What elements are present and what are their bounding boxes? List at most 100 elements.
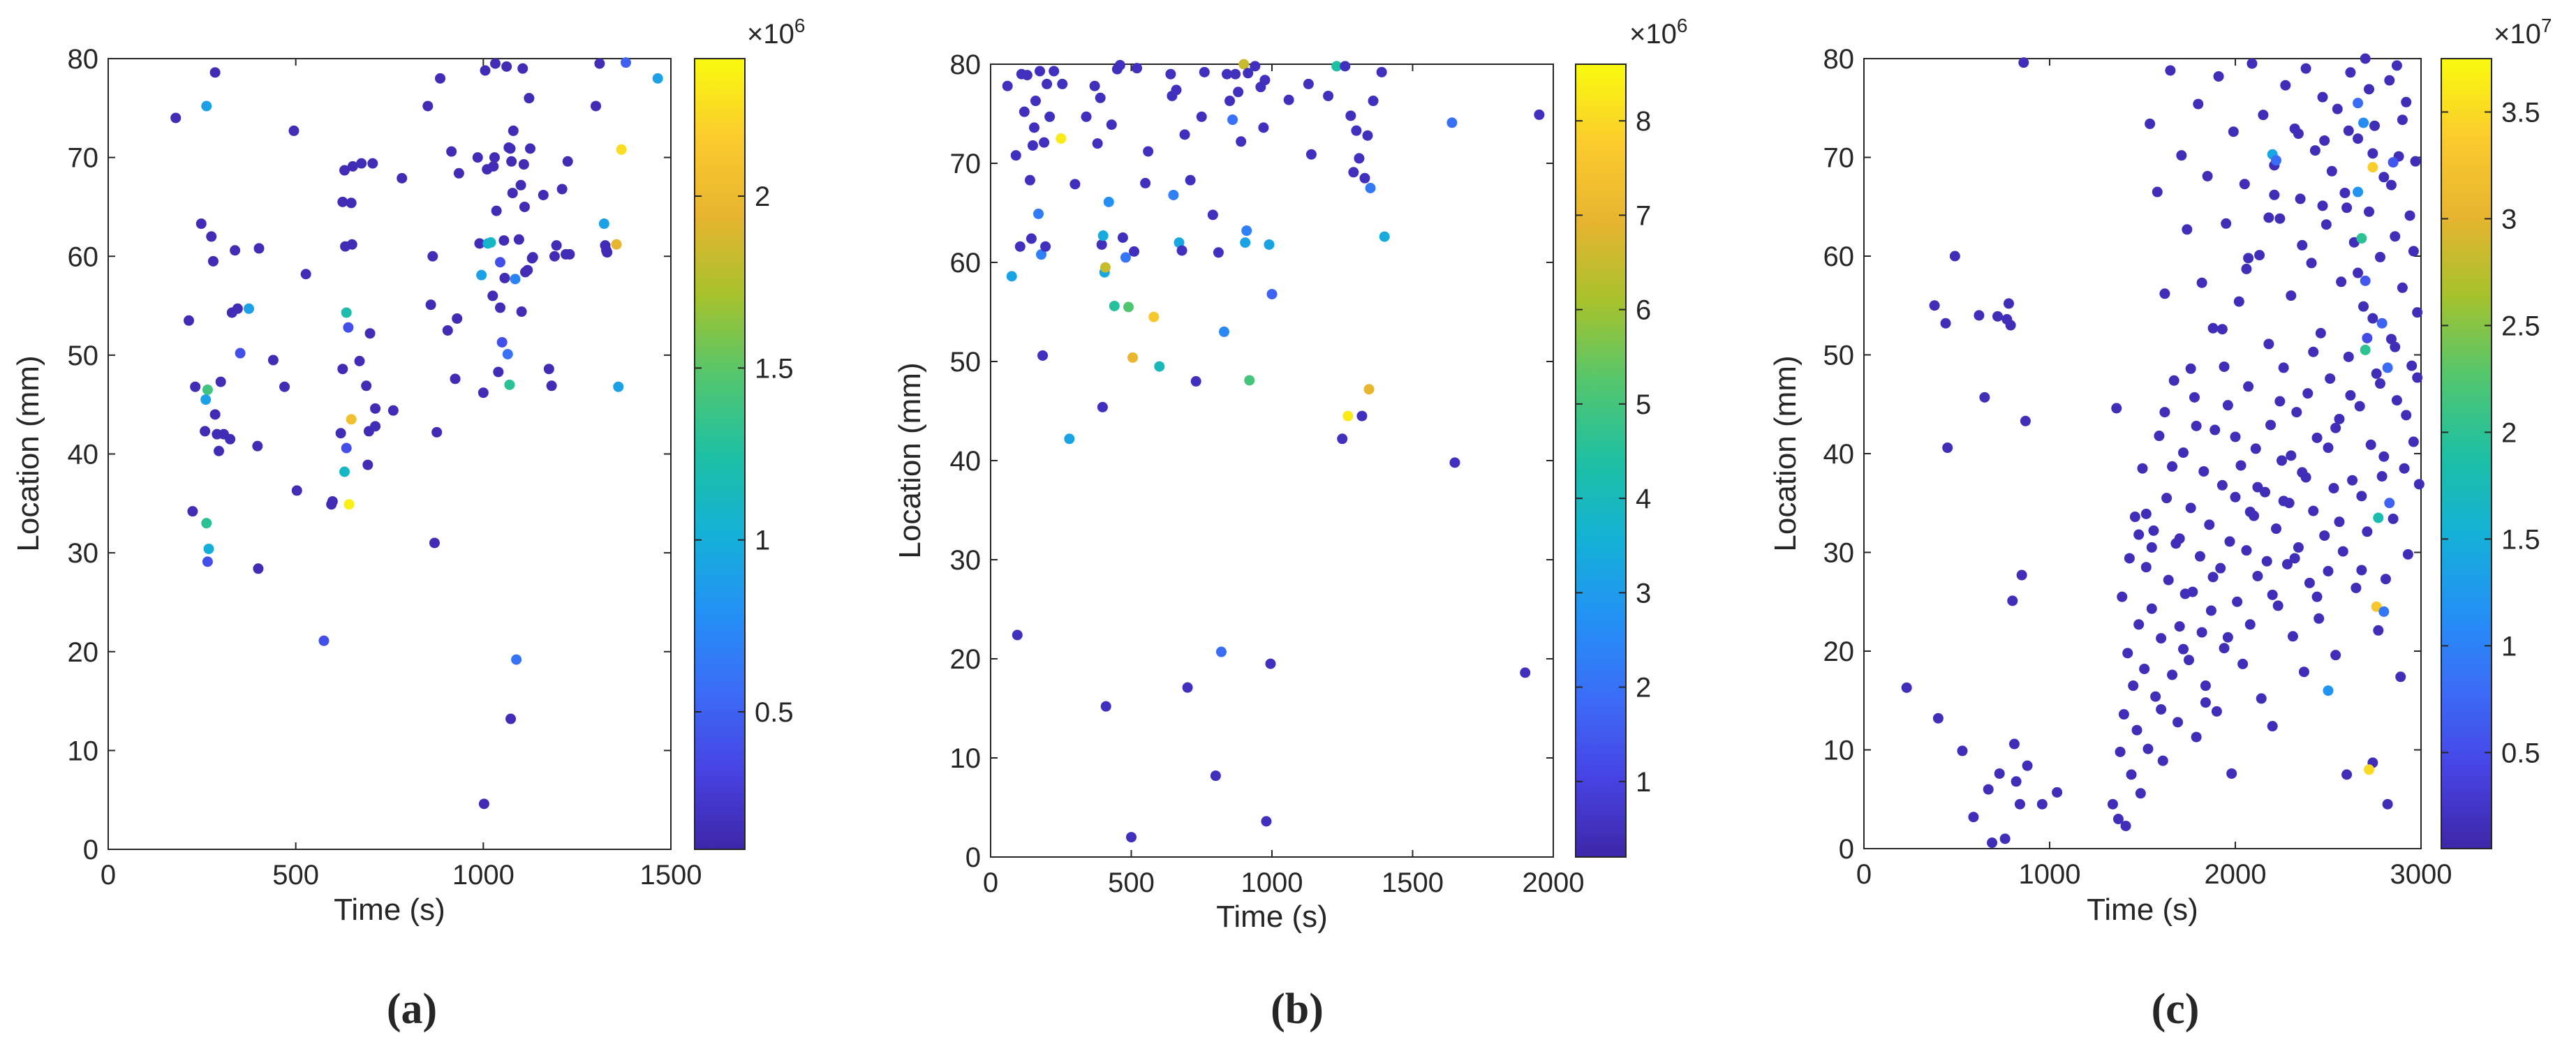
scatter-point — [1227, 114, 1238, 126]
y-axis-a: 0 10 20 30 40 50 60 70 80 — [68, 44, 671, 865]
scatter-point — [1033, 208, 1044, 219]
scatter-point — [538, 189, 549, 200]
scatter-point — [2189, 392, 2200, 403]
scatter-point — [1100, 262, 1111, 273]
panel-b: 0 500 1000 1500 2000 0 10 20 30 40 50 60 70 80 Time … — [893, 15, 1687, 1033]
scatter-point — [562, 156, 573, 167]
scatter-point — [2356, 491, 2367, 502]
colorbar-c — [2441, 58, 2492, 849]
scatter-point — [517, 63, 528, 74]
scatter-point — [2018, 57, 2029, 68]
scatter-point — [2129, 512, 2140, 523]
scatter-point — [341, 307, 352, 318]
scatter-point — [2146, 542, 2157, 553]
scatter-point — [2213, 70, 2224, 82]
y-tick-label: 50 — [68, 341, 99, 371]
scatter-point — [2122, 648, 2133, 659]
scatter-point — [1987, 837, 1998, 849]
scatter-point — [2334, 413, 2345, 424]
scatter-point — [318, 635, 330, 646]
scatter-point — [2140, 508, 2152, 519]
scatter-point — [476, 269, 487, 281]
scatter-point — [1028, 122, 1039, 133]
scatter-point — [1244, 375, 1255, 386]
scatter-point — [2216, 324, 2228, 335]
colorbar-tick-label: 4 — [1636, 484, 1651, 514]
scatter-point — [1103, 196, 1114, 207]
scatter-point — [2209, 424, 2221, 435]
scatter-point — [2358, 301, 2369, 312]
scatter-point — [2124, 553, 2135, 564]
scatter-point — [1331, 61, 1342, 72]
scatter-point — [339, 466, 350, 477]
scatter-point — [2330, 650, 2341, 661]
scatter-point — [1117, 232, 1128, 243]
scatter-point — [1123, 301, 1134, 313]
y-tick-label: 0 — [83, 835, 98, 865]
scatter-point — [2241, 263, 2252, 274]
scatter-point — [2133, 619, 2145, 630]
scatter-point — [343, 499, 355, 510]
scatter-point — [2145, 118, 2156, 129]
scatter-point — [2356, 233, 2367, 244]
scatter-point — [2185, 502, 2196, 514]
scatter-point — [1040, 241, 1051, 252]
scatter-point — [364, 328, 376, 339]
scatter-point — [2003, 298, 2014, 309]
x-tick-label: 1500 — [1382, 867, 1444, 898]
colorbar-ticks-c: 0.5 1 1.5 2 2.5 3 3.5 — [2441, 97, 2540, 768]
colorbar-ticks-a: 0.5 1 1.5 2 — [695, 181, 794, 728]
scatter-point — [1979, 392, 1990, 403]
scatter-point — [2309, 145, 2320, 156]
scatter-point — [1999, 833, 2011, 844]
y-axis-label-b: Location (mm) — [893, 362, 927, 558]
scatter-point — [2308, 346, 2319, 357]
scatter-point — [2230, 491, 2241, 502]
scatter-point — [452, 313, 463, 324]
scatter-point — [2174, 621, 2185, 632]
scatter-point — [2380, 574, 2391, 585]
colorbar-exponent-b: ×106 — [1629, 15, 1687, 50]
scatter-point — [498, 235, 510, 246]
y-tick-label: 30 — [950, 545, 982, 576]
scatter-point — [2126, 769, 2137, 780]
scatter-point — [504, 379, 515, 390]
scatter-point — [206, 231, 217, 242]
scatter-point — [2207, 322, 2219, 334]
scatter-point — [2194, 551, 2205, 562]
scatter-point — [2278, 362, 2289, 373]
scatter-point — [2235, 460, 2246, 471]
scatter-point — [1243, 68, 1254, 79]
scatter-point — [1042, 78, 1053, 89]
scatter-point — [2182, 224, 2193, 235]
scatter-point — [1224, 96, 1236, 107]
scatter-point — [1143, 146, 1154, 157]
scatter-points-a — [170, 57, 663, 810]
scatter-point — [1039, 137, 1050, 148]
scatter-point — [2198, 465, 2209, 477]
scatter-point — [2362, 332, 2373, 343]
scatter-point — [1942, 442, 1953, 454]
colorbar-tick-label: 3 — [2501, 204, 2517, 234]
scatter-point — [480, 65, 491, 76]
scatter-point — [551, 240, 562, 251]
scatter-point — [279, 381, 290, 392]
scatter-point — [2319, 530, 2330, 541]
scatter-point — [1044, 111, 1056, 122]
scatter-point — [1024, 174, 1035, 186]
y-tick-label: 40 — [1823, 439, 1855, 470]
scatter-point — [2267, 589, 2278, 600]
scatter-point — [2196, 277, 2207, 288]
scatter-point — [2140, 562, 2152, 573]
y-tick-label: 10 — [950, 743, 982, 774]
scatter-point — [1190, 375, 1201, 387]
scatter-point — [2326, 165, 2337, 177]
panel-label-a: (a) — [387, 985, 437, 1033]
scatter-point — [2202, 170, 2213, 181]
scatter-point — [2360, 275, 2371, 286]
scatter-point — [1207, 209, 1218, 221]
scatter-point — [1342, 410, 1354, 422]
scatter-point — [2007, 595, 2018, 606]
scatter-point — [2323, 442, 2334, 454]
scatter-point — [446, 146, 457, 157]
